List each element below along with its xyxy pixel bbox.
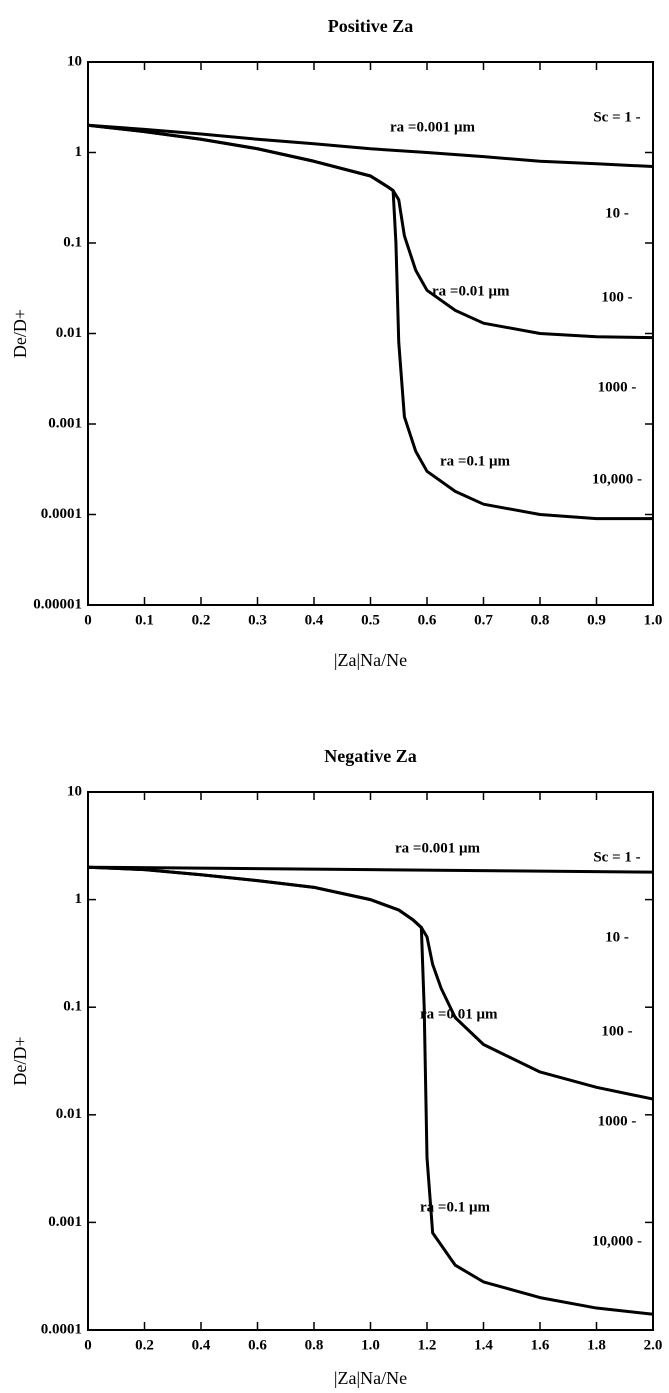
line-series <box>87 123 653 521</box>
line-series <box>87 123 654 340</box>
annotation: 10 - <box>605 929 629 945</box>
series-label: ra =0.01 μm <box>432 283 510 299</box>
annotation: 1000 - <box>598 1113 637 1129</box>
y-tick-label: 0.1 <box>63 234 82 250</box>
annotation: 10,000 - <box>592 1233 642 1249</box>
y-tick-label: 0.01 <box>56 325 82 341</box>
x-axis-label: |Za|Na/Ne <box>334 650 407 670</box>
y-tick-label: 0.01 <box>56 1106 82 1122</box>
x-tick-label: 1.4 <box>474 1337 493 1353</box>
x-tick-label: 0.2 <box>192 612 211 628</box>
y-tick-label: 0.0001 <box>41 1321 82 1337</box>
y-tick-label: 0.001 <box>48 415 82 431</box>
x-tick-label: 2.0 <box>644 1337 663 1353</box>
chart-title: Positive Za <box>328 16 414 36</box>
annotation: 10,000 - <box>592 471 642 487</box>
x-tick-label: 0.6 <box>418 612 437 628</box>
x-tick-label: 0.4 <box>192 1337 211 1353</box>
x-tick-label: 0 <box>84 612 92 628</box>
line-series <box>87 865 654 1316</box>
annotation: 1000 - <box>598 379 637 395</box>
y-axis-label: De/D+ <box>10 1036 30 1085</box>
x-tick-label: 0.9 <box>587 612 606 628</box>
line-series <box>87 865 654 1101</box>
x-tick-label: 0.2 <box>135 1337 154 1353</box>
y-axis-label: De/D+ <box>10 309 30 358</box>
y-tick-label: 10 <box>67 53 82 69</box>
x-tick-label: 0.7 <box>474 612 493 628</box>
series-label: ra =0.1 μm <box>420 1199 490 1215</box>
y-tick-label: 0.00001 <box>33 596 82 612</box>
y-tick-label: 1 <box>75 144 83 160</box>
x-tick-label: 0.6 <box>248 1337 267 1353</box>
x-axis-label: |Za|Na/Ne <box>334 1368 407 1388</box>
x-tick-label: 1.0 <box>361 1337 380 1353</box>
line-series <box>87 865 654 874</box>
annotation: Sc = 1 - <box>593 849 640 865</box>
x-tick-label: 0.3 <box>248 612 267 628</box>
annotation: Sc = 1 - <box>593 109 640 125</box>
x-tick-label: 0.8 <box>305 1337 324 1353</box>
series-label: ra =0.001 μm <box>390 119 475 135</box>
x-tick-label: 0.4 <box>305 612 324 628</box>
x-tick-label: 0.8 <box>531 612 550 628</box>
series-label: ra =0.1 μm <box>440 453 510 469</box>
annotation: 100 - <box>601 1023 632 1039</box>
x-tick-label: 1.0 <box>644 612 663 628</box>
x-tick-label: 0.5 <box>361 612 380 628</box>
y-tick-label: 0.001 <box>48 1214 82 1230</box>
annotation: 10 - <box>605 205 629 221</box>
x-tick-label: 0.1 <box>135 612 154 628</box>
plot-frame <box>87 61 654 606</box>
y-tick-label: 1 <box>75 891 83 907</box>
annotation: 100 - <box>601 289 632 305</box>
x-tick-label: 0 <box>84 1337 92 1353</box>
x-tick-label: 1.6 <box>531 1337 550 1353</box>
series-label: ra =0.001 μm <box>395 840 480 856</box>
y-tick-label: 10 <box>67 783 82 799</box>
x-tick-label: 1.8 <box>587 1337 606 1353</box>
y-tick-label: 0.0001 <box>41 506 82 522</box>
x-tick-label: 1.2 <box>418 1337 437 1353</box>
series-label: ra =0.01 μm <box>420 1006 498 1022</box>
chart-title: Negative Za <box>324 746 416 766</box>
y-tick-label: 0.1 <box>63 999 82 1015</box>
line-series <box>87 123 654 169</box>
